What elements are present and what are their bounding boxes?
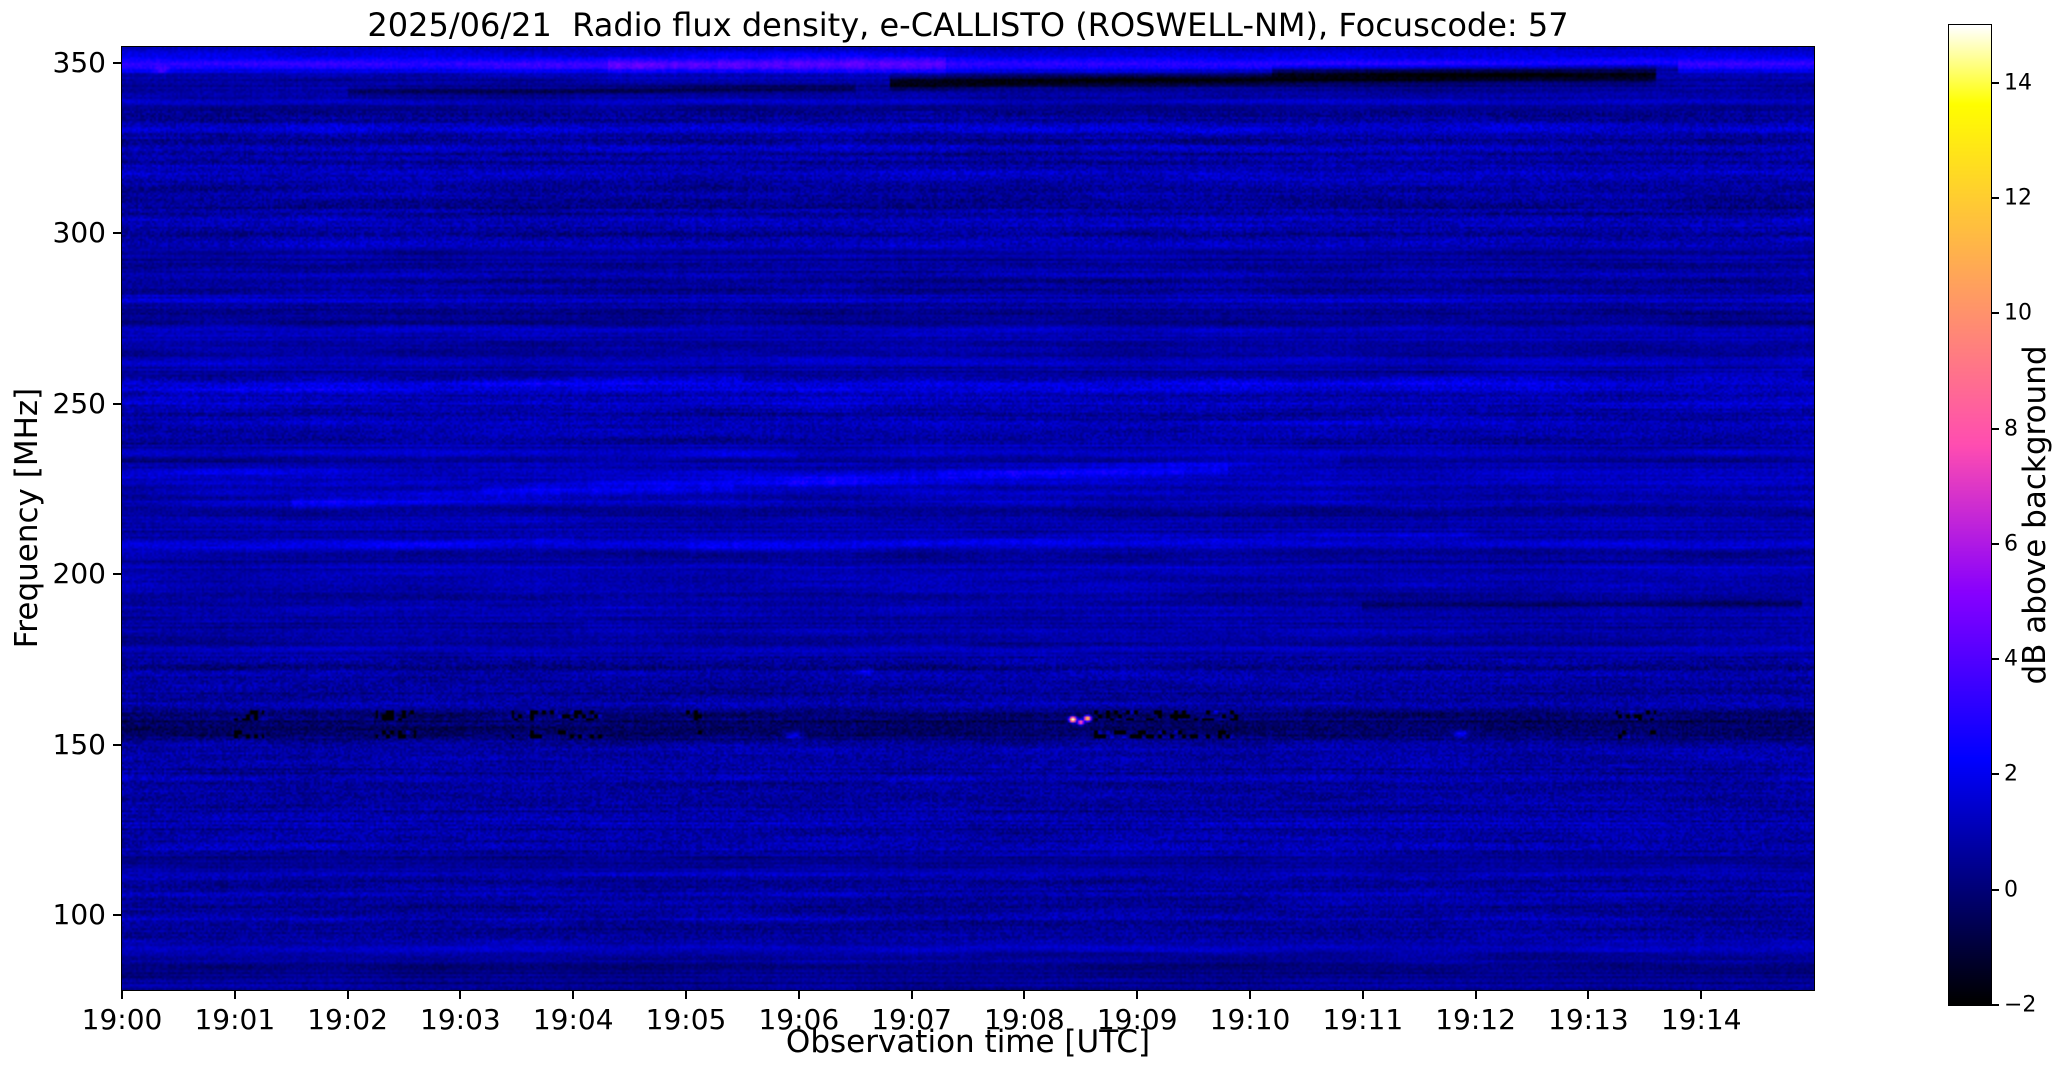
x-tick [1700, 991, 1703, 999]
x-tick [121, 991, 123, 999]
colorbar-tick-label: 6 [2004, 531, 2018, 557]
colorbar-tick [1992, 312, 1999, 315]
y-tick-label: 350 [52, 46, 106, 80]
x-tick [1587, 991, 1590, 999]
colorbar-tick-label: 10 [2004, 300, 2032, 326]
y-tick [113, 914, 121, 917]
x-tick-label: 19:13 [1548, 1003, 1629, 1036]
y-tick [113, 402, 121, 405]
x-tick [233, 991, 236, 999]
x-tick-label: 19:04 [532, 1003, 614, 1036]
colorbar-tick [1992, 658, 1999, 661]
y-tick [113, 62, 121, 65]
x-tick-label: 19:00 [81, 1003, 163, 1036]
x-tick-label: 19:02 [307, 1003, 388, 1036]
x-tick-label: 19:14 [1660, 1003, 1742, 1036]
x-tick-label: 19:12 [1435, 1003, 1516, 1036]
y-tick [113, 573, 121, 576]
chart-title: 2025/06/21 Radio flux density, e-CALLIST… [367, 6, 1569, 44]
colorbar-tick [1992, 773, 1999, 776]
colorbar-tick-label: 8 [2004, 415, 2018, 441]
x-tick-label: 19:09 [1096, 1003, 1178, 1036]
x-tick [1361, 991, 1364, 999]
x-tick-label: 19:08 [984, 1003, 1065, 1036]
colorbar-tick-label: 12 [2004, 185, 2032, 211]
spectrogram-canvas [122, 47, 1814, 990]
x-tick-label: 19:11 [1322, 1003, 1404, 1036]
colorbar-tick-label: 2 [2004, 761, 2018, 787]
y-tick-label: 200 [52, 557, 106, 591]
plot-area [121, 46, 1815, 991]
x-tick [685, 991, 687, 999]
x-tick-label: 19:10 [1209, 1003, 1291, 1036]
y-tick [113, 743, 121, 746]
colorbar-tick [1992, 888, 1999, 891]
y-tick [113, 232, 121, 235]
x-tick [1023, 991, 1026, 999]
x-tick [1136, 991, 1139, 999]
colorbar-label: dB above background [2017, 345, 2053, 685]
y-tick-label: 300 [52, 216, 106, 250]
x-tick-label: 19:01 [194, 1003, 276, 1036]
x-tick [346, 991, 349, 999]
colorbar-tick [1992, 1004, 1999, 1006]
x-tick [910, 991, 913, 999]
y-tick-label: 100 [52, 898, 106, 932]
colorbar-tick [1992, 196, 1999, 199]
x-tick [1474, 991, 1477, 999]
x-tick-label: 19:07 [871, 1003, 952, 1036]
x-axis-label: Observation time [UTC] [785, 1024, 1151, 1060]
colorbar-tick [1992, 427, 1999, 430]
y-tick-label: 250 [52, 386, 106, 420]
colorbar-tick [1992, 542, 1999, 545]
x-tick [1249, 991, 1251, 999]
x-tick [459, 991, 462, 999]
colorbar-tick-label: 0 [2004, 876, 2018, 902]
colorbar-canvas [1949, 25, 1991, 1005]
colorbar-tick-label: −2 [2004, 992, 2037, 1018]
y-axis-label: Frequency [MHz] [9, 387, 45, 649]
colorbar-tick-label: 14 [2004, 69, 2032, 95]
y-tick-label: 150 [52, 727, 106, 761]
x-tick-label: 19:05 [645, 1003, 727, 1036]
x-tick [797, 991, 800, 999]
colorbar-tick [1992, 81, 1999, 84]
x-tick-label: 19:03 [420, 1003, 501, 1036]
x-tick-label: 19:06 [758, 1003, 840, 1036]
colorbar [1948, 24, 1992, 1006]
colorbar-tick-label: 4 [2004, 646, 2018, 672]
x-tick [572, 991, 575, 999]
